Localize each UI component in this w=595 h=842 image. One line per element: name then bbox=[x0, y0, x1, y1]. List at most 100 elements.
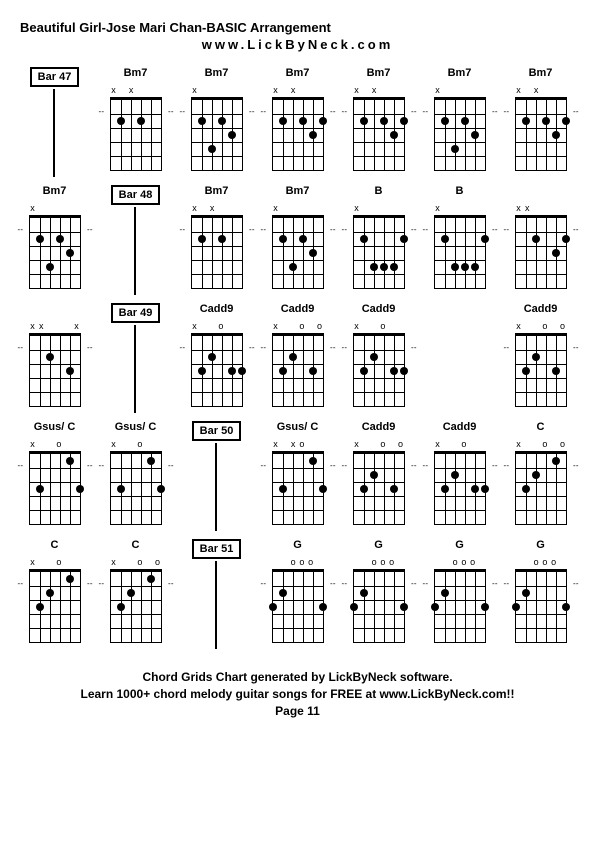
grid-cell: Bm7xx- -- - bbox=[101, 67, 170, 177]
finger-dot bbox=[279, 485, 287, 493]
finger-dot bbox=[390, 131, 398, 139]
finger-dot bbox=[532, 353, 540, 361]
finger-dot bbox=[208, 353, 216, 361]
finger-dot bbox=[309, 249, 317, 257]
fretboard bbox=[29, 569, 81, 643]
bar-label: Bar 48 bbox=[111, 185, 161, 205]
fretboard bbox=[515, 451, 567, 525]
bar-marker: Bar 47 bbox=[30, 67, 80, 177]
finger-dot bbox=[127, 589, 135, 597]
grid-cell: Cadd9 xoo- -- - bbox=[506, 303, 575, 413]
string-markers: ooo bbox=[352, 557, 406, 569]
chord-diagram: x- -- - bbox=[190, 85, 244, 171]
finger-dot bbox=[360, 589, 368, 597]
grid-cell: Bar 47 bbox=[20, 67, 89, 177]
finger-dot bbox=[117, 485, 125, 493]
grid-cell: Cxoo- -- - bbox=[101, 539, 170, 649]
finger-dot bbox=[66, 457, 74, 465]
finger-dot bbox=[552, 457, 560, 465]
finger-dot bbox=[562, 603, 570, 611]
grid-cell: Bar 48 bbox=[101, 185, 170, 295]
chord-label: G bbox=[374, 539, 383, 555]
grid-cell: Bx- -- - bbox=[344, 185, 413, 295]
finger-dot bbox=[319, 485, 327, 493]
grid-cell: Bm7 x- -- - bbox=[182, 67, 251, 177]
grid-cell: Cadd9xo- -- - bbox=[182, 303, 251, 413]
chord-diagram: xx- -- - bbox=[190, 203, 244, 289]
grid-cell: Bar 49 bbox=[101, 303, 170, 413]
finger-dot bbox=[319, 603, 327, 611]
grid-cell: Bar 50 bbox=[182, 421, 251, 531]
chord-label: G bbox=[536, 539, 545, 555]
fretboard bbox=[515, 97, 567, 171]
finger-dot bbox=[562, 235, 570, 243]
chord-diagram: xxx- -- - bbox=[28, 321, 82, 407]
string-markers: xo bbox=[352, 321, 406, 333]
finger-dot bbox=[441, 589, 449, 597]
finger-dot bbox=[390, 263, 398, 271]
chord-diagram: xoo- -- - bbox=[514, 321, 568, 407]
bar-marker: Bar 50 bbox=[192, 421, 242, 531]
finger-dot bbox=[147, 575, 155, 583]
finger-dot bbox=[46, 353, 54, 361]
finger-dot bbox=[431, 603, 439, 611]
grid-cell: Bm7x- -- - bbox=[425, 67, 494, 177]
string-markers: xx bbox=[271, 85, 325, 97]
grid-cell: Gsus/ Cxo- -- - bbox=[20, 421, 89, 531]
bar-label: Bar 51 bbox=[192, 539, 242, 559]
finger-dot bbox=[269, 603, 277, 611]
bar-line bbox=[215, 443, 217, 531]
finger-dot bbox=[552, 249, 560, 257]
finger-dot bbox=[66, 367, 74, 375]
finger-dot bbox=[400, 117, 408, 125]
finger-dot bbox=[360, 235, 368, 243]
fretboard bbox=[434, 215, 486, 289]
string-markers: x bbox=[433, 85, 487, 97]
chord-diagram: xoo- -- - bbox=[352, 439, 406, 525]
finger-dot bbox=[522, 117, 530, 125]
finger-dot bbox=[471, 131, 479, 139]
fretboard bbox=[272, 97, 324, 171]
finger-dot bbox=[350, 603, 358, 611]
string-markers: xo bbox=[190, 321, 244, 333]
chord-label: Bm7 bbox=[124, 67, 148, 83]
fretboard bbox=[353, 215, 405, 289]
fretboard bbox=[353, 569, 405, 643]
finger-dot bbox=[481, 485, 489, 493]
string-markers: xoo bbox=[514, 321, 568, 333]
string-markers: x bbox=[190, 85, 244, 97]
chord-diagram: ooo- -- - bbox=[271, 557, 325, 643]
grid-cell bbox=[425, 303, 494, 413]
chord-diagram: xoo- -- - bbox=[271, 321, 325, 407]
grid-cell: xx- -- - bbox=[506, 185, 575, 295]
finger-dot bbox=[481, 235, 489, 243]
finger-dot bbox=[360, 117, 368, 125]
grid-cell: Bm7x- -- - bbox=[20, 185, 89, 295]
finger-dot bbox=[36, 485, 44, 493]
fretboard bbox=[272, 451, 324, 525]
chord-label: B bbox=[375, 185, 383, 201]
finger-dot bbox=[289, 353, 297, 361]
finger-dot bbox=[390, 367, 398, 375]
string-markers: xo bbox=[109, 439, 163, 451]
finger-dot bbox=[552, 131, 560, 139]
finger-dot bbox=[441, 117, 449, 125]
string-markers: xxx bbox=[28, 321, 82, 333]
finger-dot bbox=[441, 235, 449, 243]
string-markers: x bbox=[352, 203, 406, 215]
grid-cell: Bm7xx- -- - bbox=[506, 67, 575, 177]
chord-label: Gsus/ C bbox=[34, 421, 76, 437]
chord-diagram: xoo- -- - bbox=[514, 439, 568, 525]
finger-dot bbox=[380, 263, 388, 271]
finger-dot bbox=[522, 485, 530, 493]
page-title: Beautiful Girl-Jose Mari Chan-BASIC Arra… bbox=[20, 20, 575, 35]
finger-dot bbox=[522, 589, 530, 597]
chord-label: Cadd9 bbox=[524, 303, 558, 319]
chord-label: Bm7 bbox=[205, 67, 229, 83]
finger-dot bbox=[66, 249, 74, 257]
string-markers: ooo bbox=[271, 557, 325, 569]
finger-dot bbox=[441, 485, 449, 493]
chord-diagram: ooo- -- - bbox=[514, 557, 568, 643]
chord-diagram: x- -- - bbox=[352, 203, 406, 289]
fretboard bbox=[272, 215, 324, 289]
